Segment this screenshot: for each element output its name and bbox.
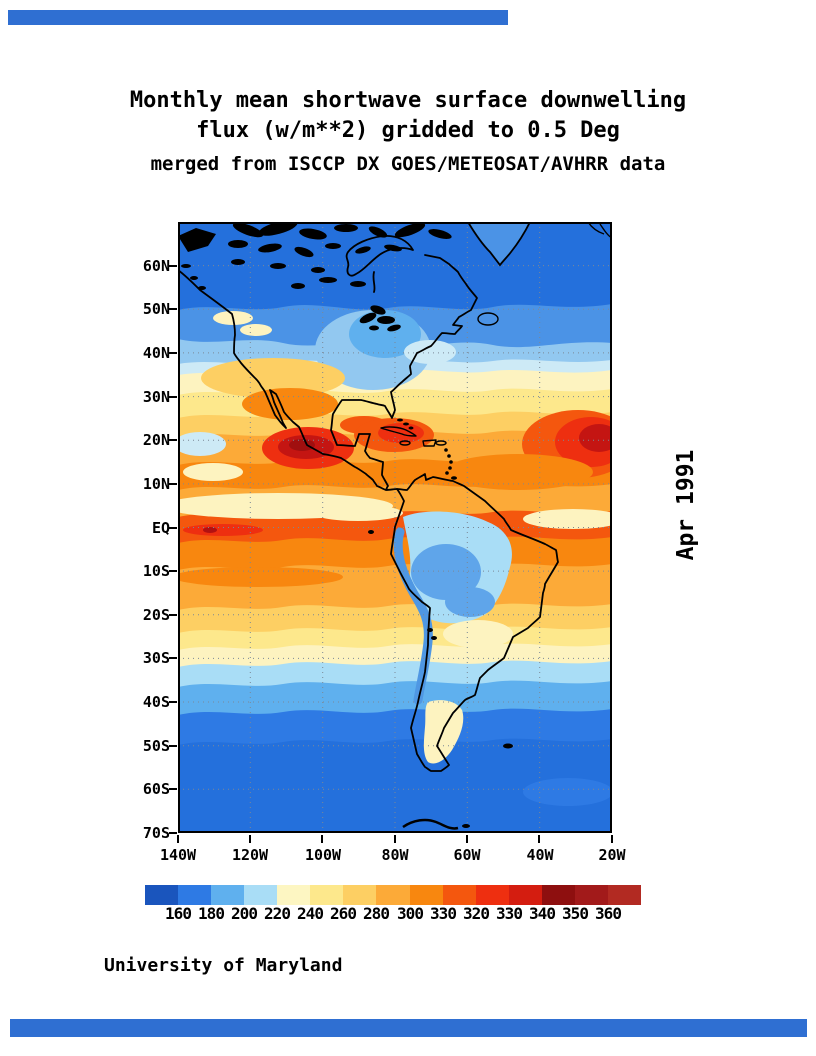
lon-tick	[249, 835, 251, 843]
lat-tick	[169, 352, 177, 354]
lat-tick	[169, 832, 177, 834]
colorbar-segment	[277, 885, 311, 905]
north-america-coastline	[177, 254, 478, 491]
colorbar-tick-label: 330	[496, 904, 523, 923]
great-lakes	[359, 305, 401, 332]
colorbar-segment	[574, 885, 608, 905]
colorbar-tick-label: 260	[330, 904, 357, 923]
colorbar-segment	[211, 885, 245, 905]
lon-label-80w: 80W	[381, 846, 409, 864]
lon-label-60w: 60W	[453, 846, 481, 864]
lat-tick	[169, 701, 177, 703]
antarctic-peninsula-coast	[402, 818, 459, 830]
colorbar-tick-label: 360	[595, 904, 622, 923]
colorbar-tick-label: 350	[562, 904, 589, 923]
caribbean-islands	[380, 418, 457, 480]
lat-label-40n: 40N	[142, 344, 170, 362]
colorbar-tick-label: 240	[297, 904, 324, 923]
lon-label-40w: 40W	[526, 846, 554, 864]
colorbar-tick-label: 300	[397, 904, 424, 923]
lat-label-60n: 60N	[142, 257, 170, 275]
colorbar	[145, 885, 641, 905]
lat-tick	[169, 439, 177, 441]
lat-label-eq: EQ	[151, 519, 170, 537]
antarctic-islet	[462, 824, 470, 828]
lat-tick	[169, 657, 177, 659]
colorbar-tick-label: 340	[529, 904, 556, 923]
lat-tick	[169, 788, 177, 790]
credit-text: University of Maryland	[104, 955, 343, 976]
colorbar-segment	[376, 885, 410, 905]
colorbar-segment	[508, 885, 542, 905]
top-border-bar	[8, 10, 508, 25]
lat-label-70s: 70S	[142, 824, 170, 842]
colorbar-segment	[541, 885, 575, 905]
colorbar-segment	[343, 885, 377, 905]
colorbar-segment	[475, 885, 509, 905]
lon-tick	[321, 835, 323, 843]
lat-tick	[169, 483, 177, 485]
colorbar-tick-label: 220	[264, 904, 291, 923]
flux-map-svg	[163, 220, 634, 833]
lat-label-50n: 50N	[142, 300, 170, 318]
south-america-coastline	[390, 473, 559, 772]
lon-tick	[611, 835, 613, 843]
lat-label-20s: 20S	[142, 606, 170, 624]
lon-tick	[538, 835, 540, 843]
lat-label-10n: 10N	[142, 475, 170, 493]
colorbar-tick-label: 200	[231, 904, 258, 923]
map-border	[178, 222, 612, 833]
date-label: Apr 1991	[673, 449, 699, 561]
lon-tick	[394, 835, 396, 843]
colorbar-segment	[145, 885, 179, 905]
colorbar-tick-label: 160	[165, 904, 192, 923]
colorbar-segment	[607, 885, 641, 905]
lat-label-60s: 60S	[142, 780, 170, 798]
lat-label-10s: 10S	[142, 562, 170, 580]
lat-tick	[169, 745, 177, 747]
colorbar-tick-label: 320	[463, 904, 490, 923]
lat-tick	[169, 396, 177, 398]
small-islands-and-lakes	[368, 530, 513, 749]
colorbar-tick-label: 180	[198, 904, 225, 923]
colorbar-segment	[409, 885, 443, 905]
arctic-islands	[178, 220, 452, 290]
flux-map	[163, 220, 634, 833]
title-line-2: flux (w/m**2) gridded to 0.5 Deg	[196, 118, 620, 143]
title-line-3: merged from ISCCP DX GOES/METEOSAT/AVHRR…	[150, 153, 666, 175]
lat-label-20n: 20N	[142, 431, 170, 449]
colorbar-segment	[178, 885, 212, 905]
colorbar-segment	[310, 885, 344, 905]
lon-label-20w: 20W	[598, 846, 626, 864]
colorbar-tick-label: 330	[430, 904, 457, 923]
greenland-outline	[466, 221, 532, 267]
colorbar-tick-label: 280	[363, 904, 390, 923]
lat-label-30s: 30S	[142, 649, 170, 667]
lat-tick	[169, 308, 177, 310]
lat-label-30n: 30N	[142, 388, 170, 406]
lat-label-50s: 50S	[142, 737, 170, 755]
lon-label-140w: 140W	[159, 846, 197, 864]
lon-label-100w: 100W	[304, 846, 342, 864]
lat-tick	[169, 265, 177, 267]
lon-label-120w: 120W	[231, 846, 269, 864]
lat-label-40s: 40S	[142, 693, 170, 711]
lat-tick	[169, 570, 177, 572]
lon-tick	[177, 835, 179, 843]
hudson-bay-outline	[345, 235, 414, 293]
lon-tick	[466, 835, 468, 843]
lat-tick	[169, 614, 177, 616]
newfoundland-outline	[477, 312, 499, 326]
colorbar-segment	[442, 885, 476, 905]
colorbar-segment	[244, 885, 278, 905]
title-line-1: Monthly mean shortwave surface downwelli…	[129, 88, 687, 113]
bottom-border-bar	[10, 1019, 807, 1037]
lat-tick	[169, 527, 177, 529]
